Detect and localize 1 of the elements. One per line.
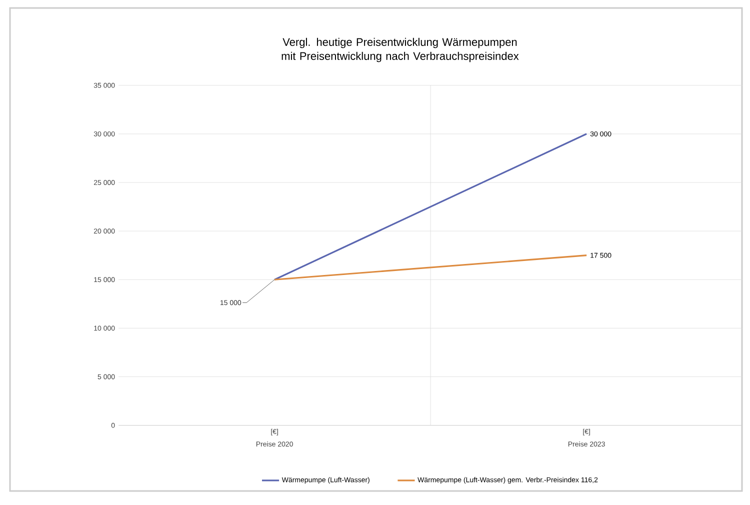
chart-title: Vergl. heutige Preisentwicklung Wärmepumpen mit Preisentwicklung nach Verbrauchspreisindex <box>282 38 519 62</box>
